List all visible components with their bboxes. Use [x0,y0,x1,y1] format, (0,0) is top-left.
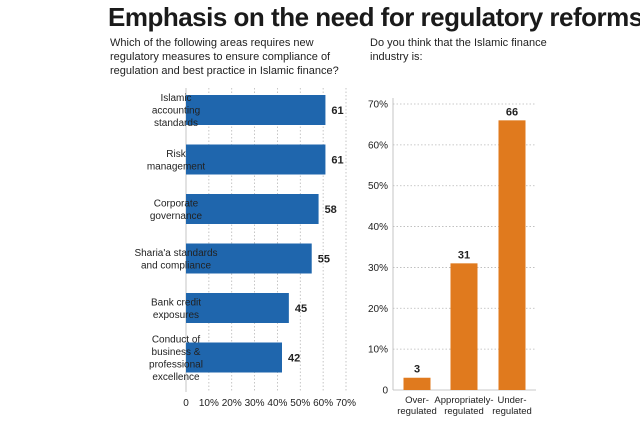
left-x-tick-label: 40% [267,398,287,409]
right-y-tick-label: 40% [368,222,388,233]
left-x-tick-label: 0 [183,398,189,409]
left-category-label: Sharia'a standards [134,248,217,259]
left-category-label: and compliance [141,260,211,271]
left-category-label: management [147,161,206,172]
left-category-label: excellence [152,372,200,383]
left-bar [186,194,319,224]
right-bar-value-label: 3 [414,364,420,376]
right-category-label: Appropriately- [434,395,493,406]
chart-title: Emphasis on the need for regulatory refo… [108,2,640,32]
right-bar [498,120,526,390]
left-bar [186,342,282,373]
left-bar-value-label: 61 [331,155,343,167]
right-y-tick-label: 0 [382,386,388,397]
right-y-tick-label: 60% [368,140,388,151]
left-category-label: Risk [166,149,186,160]
right-category-label: regulated [444,406,484,417]
right-y-tick-label: 10% [368,345,388,356]
left-bar-value-label: 45 [295,303,307,315]
left-x-tick-label: 50% [290,398,310,409]
left-x-tick-label: 10% [199,398,219,409]
left-x-tick-label: 20% [222,398,242,409]
right-bar-value-label: 66 [506,106,518,118]
right-y-tick-label: 20% [368,304,388,315]
right-y-tick-label: 70% [368,100,388,111]
right-bar-value-label: 31 [458,249,470,261]
right-bar [403,377,431,390]
right-category-label: regulated [492,406,532,417]
left-x-tick-label: 70% [336,398,356,409]
left-category-label: exposures [153,310,199,321]
left-x-tick-label: 60% [313,398,333,409]
left-bar-value-label: 61 [331,105,343,117]
right-category-label: Over- [405,395,429,406]
left-bar [186,144,326,175]
right-y-tick-label: 30% [368,263,388,274]
left-category-label: professional [149,359,203,370]
right-bar [450,263,478,390]
left-category-label: governance [150,211,203,222]
left-chart-question: Which of the following areas requires ne… [110,37,339,77]
left-bar [186,293,289,323]
left-bar [186,95,326,125]
left-bar-value-label: 58 [325,204,337,216]
right-chart-question: Do you think that the Islamic finance in… [370,37,547,63]
left-bar-value-label: 42 [288,353,300,365]
right-category-label: Under- [497,395,526,406]
right-y-tick-label: 50% [368,181,388,192]
left-x-tick-label: 30% [245,398,265,409]
left-category-label: standards [154,118,198,129]
left-category-label: Bank credit [151,297,201,308]
left-category-label: accounting [152,106,200,117]
left-category-label: Conduct of [152,334,201,345]
left-bar [186,243,312,274]
left-category-label: business & [152,347,201,358]
left-bar-value-label: 55 [318,254,330,266]
right-category-label: regulated [397,406,437,417]
left-category-label: Islamic [160,93,191,104]
left-category-label: Corporate [154,198,199,209]
